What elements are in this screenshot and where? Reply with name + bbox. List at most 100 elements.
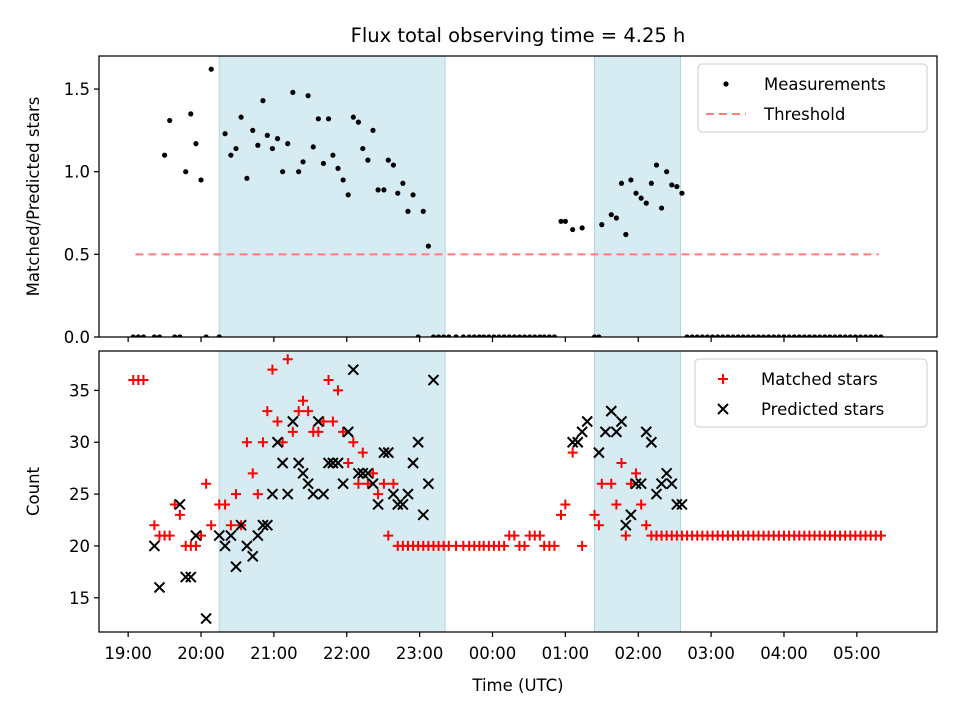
predicted-stars-point bbox=[671, 498, 683, 511]
measurements-point bbox=[375, 187, 381, 193]
measurements-point bbox=[796, 334, 802, 337]
measurements-point bbox=[345, 192, 351, 198]
matched-stars-point bbox=[616, 457, 627, 468]
measurements-point bbox=[410, 192, 416, 198]
measurements-point bbox=[305, 93, 311, 99]
predicted-stars-point bbox=[645, 436, 658, 448]
measurements-point bbox=[658, 205, 665, 211]
matched-stars-point bbox=[343, 457, 354, 468]
measurements-point bbox=[250, 127, 256, 133]
measurements-point bbox=[766, 334, 772, 337]
predicted-stars-point bbox=[599, 426, 612, 438]
predicted-stars-point bbox=[322, 457, 335, 469]
matched-stars-point bbox=[196, 530, 207, 541]
measurements-point bbox=[527, 334, 533, 337]
shaded-span-1 bbox=[594, 55, 681, 338]
matched-stars-point bbox=[262, 406, 273, 417]
measurements-point bbox=[420, 208, 426, 214]
matched-stars-point bbox=[641, 520, 652, 531]
matched-stars-point bbox=[138, 375, 149, 386]
predicted-stars-point bbox=[297, 467, 309, 480]
measurements-point bbox=[852, 334, 858, 337]
measurements-point bbox=[430, 334, 437, 337]
measurements-point bbox=[579, 225, 585, 231]
measurements-point bbox=[395, 190, 401, 196]
measurements-point bbox=[511, 334, 517, 337]
predicted-stars-point bbox=[257, 519, 269, 531]
predicted-stars-point bbox=[402, 488, 414, 500]
matched-stars-point bbox=[593, 520, 604, 531]
matched-stars-point bbox=[277, 437, 288, 448]
matched-stars-point bbox=[589, 509, 600, 520]
matched-stars-point bbox=[164, 530, 175, 541]
measurements-point bbox=[532, 334, 538, 337]
predicted-stars-point bbox=[317, 488, 330, 500]
measurements-point bbox=[608, 212, 614, 218]
matched-stars-point bbox=[201, 478, 212, 489]
matched-stars-point bbox=[333, 385, 344, 396]
measurements-point bbox=[415, 334, 421, 337]
predicted-stars-point bbox=[276, 457, 289, 469]
measurements-point bbox=[633, 190, 639, 196]
matched-stars-point bbox=[499, 540, 510, 551]
matched-stars-point bbox=[577, 540, 588, 551]
measurements-point bbox=[653, 162, 660, 168]
measurements-point bbox=[776, 334, 782, 337]
measurements-point bbox=[167, 117, 173, 124]
measurements-point bbox=[832, 334, 838, 337]
measurements-point bbox=[335, 165, 341, 171]
predicted-stars-point bbox=[307, 488, 319, 500]
measurements-point bbox=[161, 152, 168, 158]
measurements-point bbox=[521, 334, 528, 337]
matched-stars-point bbox=[272, 416, 283, 427]
matched-stars-point bbox=[323, 375, 334, 386]
matched-stars-point bbox=[875, 530, 886, 541]
measurements-point bbox=[806, 334, 813, 337]
matched-stars-point bbox=[383, 530, 394, 541]
measurements-point bbox=[222, 131, 228, 137]
matched-stars-point bbox=[631, 468, 642, 479]
measurements-point bbox=[811, 334, 818, 337]
measurements-point bbox=[516, 334, 523, 337]
measurements-point bbox=[847, 334, 853, 337]
measurements-point bbox=[822, 334, 828, 337]
measurements-point bbox=[709, 334, 716, 337]
measurements-point bbox=[643, 200, 649, 206]
measurements-point bbox=[591, 334, 598, 337]
measurements-point bbox=[613, 215, 619, 221]
predicted-stars-point bbox=[148, 540, 161, 552]
y-tick-label: 0.5 bbox=[64, 245, 90, 264]
measurements-point bbox=[198, 177, 204, 183]
matched-stars-point bbox=[625, 478, 636, 489]
matched-stars-point bbox=[378, 478, 389, 489]
matched-stars-point bbox=[611, 499, 622, 510]
predicted-stars-point bbox=[247, 550, 259, 563]
measurements-point bbox=[296, 169, 302, 175]
measurements-point bbox=[501, 334, 507, 337]
measurements-point bbox=[817, 334, 823, 337]
legend-label-predicted-stars: Predicted stars bbox=[761, 400, 884, 419]
measurements-point bbox=[699, 334, 705, 337]
y-tick-label: 1.5 bbox=[64, 80, 90, 99]
matched-stars-point bbox=[282, 354, 293, 365]
predicted-stars-point bbox=[332, 457, 344, 469]
predicted-stars-point bbox=[620, 519, 632, 531]
measurements-point bbox=[664, 169, 670, 175]
predicted-stars-point bbox=[282, 488, 294, 500]
matched-stars-point bbox=[174, 509, 185, 520]
shaded-span-1 bbox=[594, 350, 681, 633]
predicted-stars-point bbox=[357, 467, 369, 480]
measurements-point bbox=[446, 334, 452, 337]
measurements-point bbox=[188, 111, 194, 117]
x-tick-label: 19:00 bbox=[104, 644, 152, 663]
predicted-stars-point bbox=[342, 426, 354, 438]
x-tick-label: 21:00 bbox=[250, 644, 298, 663]
predicted-stars-point bbox=[241, 540, 253, 552]
matched-stars-point bbox=[606, 478, 617, 489]
predicted-stars-point bbox=[407, 457, 419, 469]
predicted-stars-point bbox=[576, 426, 588, 438]
measurements-point bbox=[274, 136, 281, 142]
measurements-point bbox=[562, 218, 568, 224]
y-axis-label: Matched/Predicted stars bbox=[24, 97, 43, 297]
matched-stars-point bbox=[241, 437, 252, 448]
